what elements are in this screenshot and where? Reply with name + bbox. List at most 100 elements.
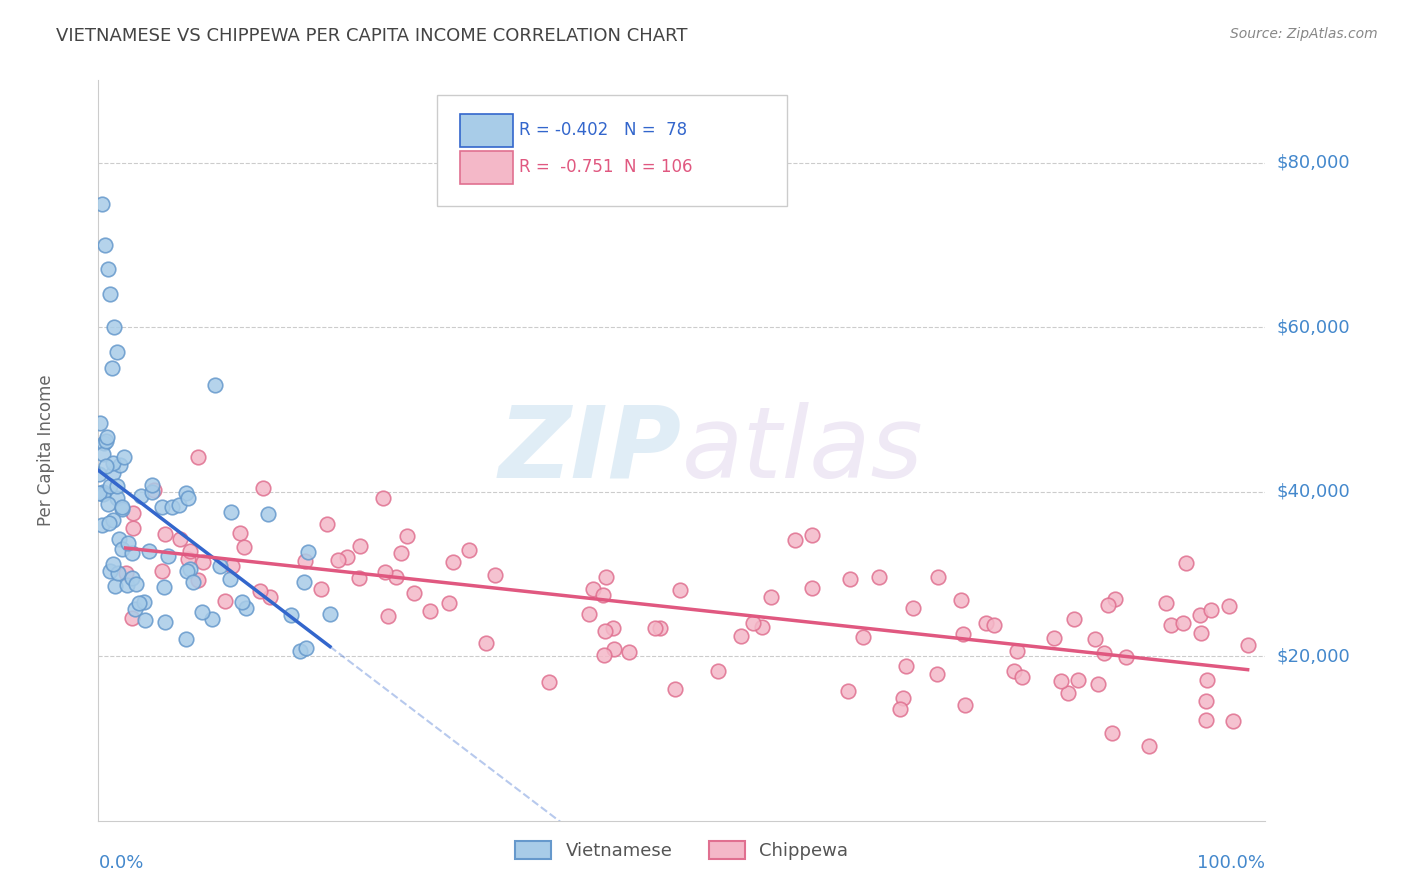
Point — [176, 564, 198, 578]
Point — [1087, 677, 1109, 691]
Point — [90, 517, 112, 532]
FancyBboxPatch shape — [437, 95, 787, 206]
Point — [134, 595, 156, 609]
Text: $80,000: $80,000 — [1277, 153, 1350, 171]
Point — [94, 458, 117, 473]
Point — [1067, 673, 1090, 687]
Point — [602, 621, 624, 635]
Point — [104, 579, 127, 593]
Point — [1101, 726, 1123, 740]
Point — [101, 557, 124, 571]
Point — [974, 616, 997, 631]
Point — [1195, 714, 1218, 728]
Point — [1050, 673, 1073, 688]
Point — [664, 681, 686, 696]
Point — [592, 588, 614, 602]
Point — [128, 596, 150, 610]
Point — [121, 571, 143, 585]
Point — [110, 500, 132, 514]
Point — [441, 555, 464, 569]
Point — [235, 601, 257, 615]
Point — [103, 320, 125, 334]
Point — [181, 574, 204, 589]
Point — [1175, 556, 1198, 570]
Point — [801, 528, 824, 542]
Point — [1005, 644, 1028, 658]
Point — [167, 498, 190, 512]
Point — [117, 535, 139, 549]
Point — [741, 615, 763, 630]
Point — [458, 543, 481, 558]
Point — [143, 483, 166, 497]
Point — [347, 571, 370, 585]
Point — [124, 602, 146, 616]
Point — [200, 612, 222, 626]
Point — [785, 533, 807, 548]
Point — [889, 702, 911, 716]
Point — [157, 549, 180, 563]
Point — [101, 361, 124, 376]
Point — [249, 583, 271, 598]
Point — [152, 564, 174, 578]
Point — [592, 648, 614, 663]
Point — [983, 618, 1005, 632]
Point — [111, 502, 134, 516]
Point — [98, 478, 121, 492]
Point — [121, 506, 143, 520]
Point — [169, 533, 191, 547]
Point — [101, 513, 124, 527]
Point — [101, 466, 124, 480]
Point — [852, 630, 875, 644]
Text: VIETNAMESE VS CHIPPEWA PER CAPITA INCOME CORRELATION CHART: VIETNAMESE VS CHIPPEWA PER CAPITA INCOME… — [56, 27, 688, 45]
Point — [1188, 607, 1211, 622]
Point — [105, 491, 128, 505]
Point — [437, 596, 460, 610]
Point — [177, 551, 200, 566]
Point — [108, 458, 131, 472]
Point — [125, 577, 148, 591]
Point — [129, 489, 152, 503]
Text: 0.0%: 0.0% — [98, 854, 143, 872]
Point — [1195, 694, 1218, 708]
Point — [537, 675, 560, 690]
Point — [1218, 599, 1240, 613]
Point — [121, 611, 143, 625]
Point — [107, 566, 129, 580]
Point — [98, 516, 121, 530]
Point — [187, 574, 209, 588]
Point — [193, 555, 215, 569]
Point — [1137, 739, 1160, 753]
Point — [98, 564, 121, 578]
Point — [374, 565, 396, 579]
Point — [295, 641, 318, 656]
Point — [1115, 649, 1137, 664]
Point — [707, 664, 730, 678]
Point — [221, 558, 243, 573]
Point — [288, 643, 311, 657]
Point — [1097, 599, 1119, 613]
Point — [259, 590, 281, 604]
Point — [256, 507, 278, 521]
Point — [114, 566, 136, 580]
Point — [336, 550, 359, 565]
Point — [1154, 596, 1177, 610]
Point — [949, 593, 972, 607]
Point — [751, 620, 773, 634]
Point — [1084, 632, 1107, 646]
Text: $20,000: $20,000 — [1277, 647, 1350, 665]
Point — [371, 491, 394, 505]
Point — [96, 430, 118, 444]
Text: ZIP: ZIP — [499, 402, 682, 499]
Point — [204, 377, 226, 392]
Point — [191, 605, 214, 619]
Point — [1057, 686, 1080, 700]
Point — [108, 532, 131, 546]
Point — [93, 435, 115, 450]
Point — [294, 554, 316, 568]
Point — [218, 572, 240, 586]
Point — [134, 613, 156, 627]
Point — [179, 562, 201, 576]
Point — [150, 500, 173, 515]
Point — [759, 590, 782, 604]
Point — [319, 607, 342, 621]
